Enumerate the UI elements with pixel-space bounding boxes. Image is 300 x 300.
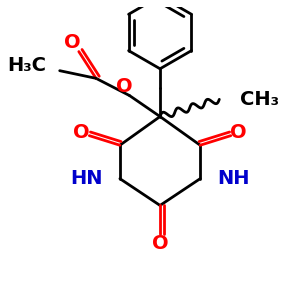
Text: O: O	[230, 123, 247, 142]
Text: O: O	[74, 123, 90, 142]
Text: H₃C: H₃C	[7, 56, 46, 75]
Text: HN: HN	[70, 169, 103, 188]
Text: O: O	[152, 234, 168, 253]
Text: CH₃: CH₃	[240, 90, 279, 109]
Text: NH: NH	[218, 169, 250, 188]
Text: O: O	[116, 77, 133, 96]
Text: O: O	[64, 34, 80, 52]
